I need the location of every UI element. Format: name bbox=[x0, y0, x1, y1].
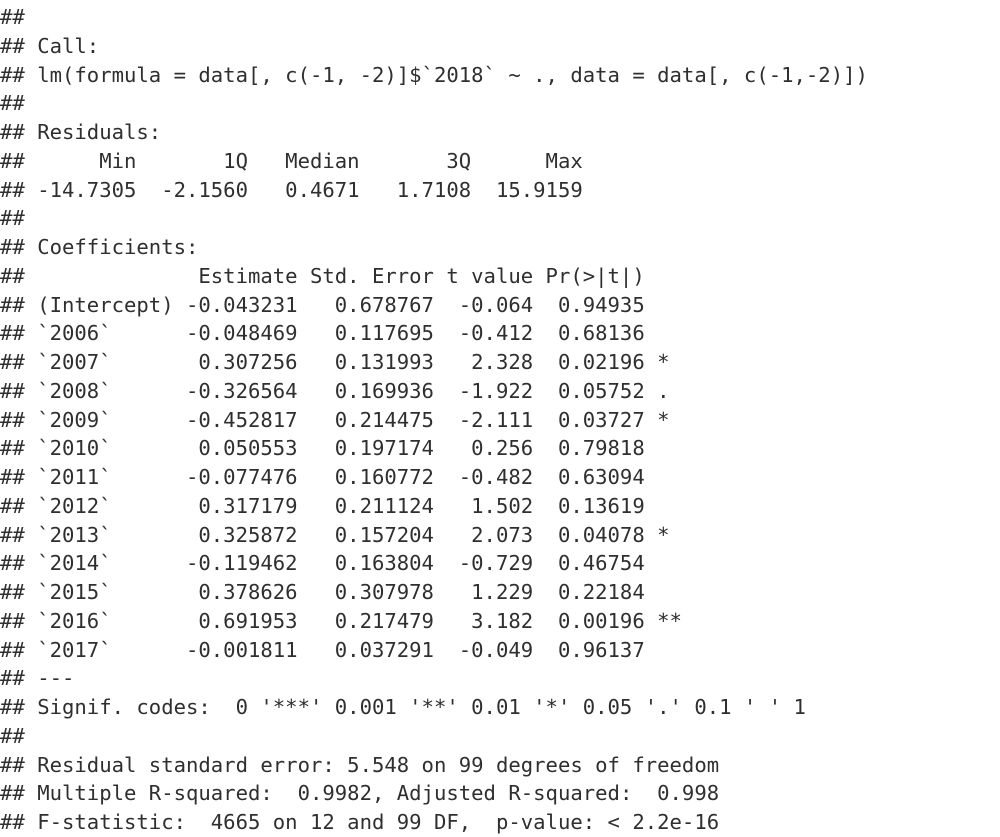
output-line: ## `2011` -0.077476 0.160772 -0.482 0.63… bbox=[0, 463, 1000, 492]
comment-prefix: ## bbox=[0, 580, 38, 604]
comment-prefix: ## bbox=[0, 436, 38, 461]
output-line: ## `2015` 0.378626 0.307978 1.229 0.2218… bbox=[0, 578, 1000, 607]
coefficient-row: `2010` 0.050553 0.197174 0.256 0.79818 bbox=[37, 436, 682, 461]
coefficients-header: Estimate Std. Error t value Pr(>|t|) bbox=[37, 263, 682, 288]
output-line: ## (Intercept) -0.043231 0.678767 -0.064… bbox=[0, 291, 1000, 320]
output-line: ## `2014` -0.119462 0.163804 -0.729 0.46… bbox=[0, 549, 1000, 578]
comment-prefix: ## bbox=[0, 148, 38, 173]
output-line: ## `2013` 0.325872 0.157204 2.073 0.0407… bbox=[0, 521, 1000, 550]
comment-prefix: ## bbox=[0, 120, 38, 144]
comment-prefix: ## bbox=[0, 522, 38, 547]
residuals-header: Min 1Q Median 3Q Max bbox=[37, 148, 596, 173]
coefficient-row: `2012` 0.317179 0.211124 1.502 0.13619 bbox=[37, 493, 682, 518]
comment-prefix: ## bbox=[0, 91, 38, 116]
residual-standard-error: Residual standard error: 5.548 on 99 deg… bbox=[37, 752, 720, 777]
comment-prefix: ## bbox=[0, 752, 38, 777]
coefficient-row: `2006` -0.048469 0.117695 -0.412 0.68136 bbox=[37, 321, 682, 346]
signif-codes: Signif. codes: 0 '***' 0.001 '**' 0.01 '… bbox=[37, 695, 806, 719]
comment-prefix: ## bbox=[0, 810, 38, 834]
section-heading-coefficients: Coefficients: bbox=[37, 235, 199, 259]
output-line: ## `2010` 0.050553 0.197174 0.256 0.7981… bbox=[0, 434, 1000, 463]
output-line: ## Residual standard error: 5.548 on 99 … bbox=[0, 751, 1000, 780]
output-line: ## `2009` -0.452817 0.214475 -2.111 0.03… bbox=[0, 406, 1000, 435]
f-statistic: F-statistic: 4665 on 12 and 99 DF, p-val… bbox=[37, 810, 720, 834]
section-heading-call: Call: bbox=[37, 33, 100, 58]
output-line: ## bbox=[0, 3, 1000, 32]
coefficient-row: `2007` 0.307256 0.131993 2.328 0.02196 * bbox=[37, 350, 682, 374]
coefficient-row: (Intercept) -0.043231 0.678767 -0.064 0.… bbox=[37, 292, 682, 317]
output-line: ## Estimate Std. Error t value Pr(>|t|) bbox=[0, 262, 1000, 291]
section-heading-residuals: Residuals: bbox=[37, 120, 162, 144]
comment-prefix: ## bbox=[0, 206, 38, 231]
comment-prefix: ## bbox=[0, 350, 38, 374]
output-line: ## `2016` 0.691953 0.217479 3.182 0.0019… bbox=[0, 607, 1000, 636]
coefficient-row: `2015` 0.378626 0.307978 1.229 0.22184 bbox=[37, 580, 682, 604]
comment-prefix: ## bbox=[0, 292, 38, 317]
coefficient-row: `2016` 0.691953 0.217479 3.182 0.00196 *… bbox=[37, 608, 682, 633]
coefficient-row: `2017` -0.001811 0.037291 -0.049 0.96137 bbox=[37, 637, 682, 662]
comment-prefix: ## bbox=[0, 608, 38, 633]
output-line: ## Multiple R-squared: 0.9982, Adjusted … bbox=[0, 779, 1000, 808]
separator: --- bbox=[37, 666, 75, 691]
output-line: ## `2007` 0.307256 0.131993 2.328 0.0219… bbox=[0, 348, 1000, 377]
coefficient-row: `2014` -0.119462 0.163804 -0.729 0.46754 bbox=[37, 551, 682, 576]
comment-prefix: ## bbox=[0, 407, 38, 432]
comment-prefix: ## bbox=[0, 321, 38, 346]
comment-prefix: ## bbox=[0, 378, 38, 403]
coefficient-row: `2013` 0.325872 0.157204 2.073 0.04078 * bbox=[37, 522, 682, 547]
output-line: ## `2017` -0.001811 0.037291 -0.049 0.96… bbox=[0, 636, 1000, 665]
r-squared: Multiple R-squared: 0.9982, Adjusted R-s… bbox=[37, 781, 732, 806]
comment-prefix: ## bbox=[0, 695, 38, 719]
output-line: ## Coefficients: bbox=[0, 233, 1000, 262]
output-line: ## `2006` -0.048469 0.117695 -0.412 0.68… bbox=[0, 319, 1000, 348]
comment-prefix: ## bbox=[0, 235, 38, 259]
comment-prefix: ## bbox=[0, 551, 38, 576]
output-line: ## -14.7305 -2.1560 0.4671 1.7108 15.915… bbox=[0, 176, 1000, 205]
output-line: ## F-statistic: 4665 on 12 and 99 DF, p-… bbox=[0, 808, 1000, 837]
comment-prefix: ## bbox=[0, 493, 38, 518]
comment-prefix: ## bbox=[0, 33, 38, 58]
output-line: ## Residuals: bbox=[0, 118, 1000, 147]
residuals-values: -14.7305 -2.1560 0.4671 1.7108 15.9159 bbox=[37, 177, 596, 202]
output-line: ## Signif. codes: 0 '***' 0.001 '**' 0.0… bbox=[0, 693, 1000, 722]
output-line: ## bbox=[0, 89, 1000, 118]
output-line: ## bbox=[0, 204, 1000, 233]
coefficient-row: `2008` -0.326564 0.169936 -1.922 0.05752… bbox=[37, 378, 682, 403]
comment-prefix: ## bbox=[0, 177, 38, 202]
output-line: ## `2012` 0.317179 0.211124 1.502 0.1361… bbox=[0, 492, 1000, 521]
comment-prefix: ## bbox=[0, 781, 38, 806]
comment-prefix: ## bbox=[0, 263, 38, 288]
comment-prefix: ## bbox=[0, 465, 38, 489]
comment-prefix: ## bbox=[0, 723, 38, 748]
comment-prefix: ## bbox=[0, 5, 38, 29]
output-line: ## bbox=[0, 722, 1000, 751]
coefficient-row: `2011` -0.077476 0.160772 -0.482 0.63094 bbox=[37, 465, 682, 489]
output-line: ## Min 1Q Median 3Q Max bbox=[0, 147, 1000, 176]
comment-prefix: ## bbox=[0, 637, 38, 662]
comment-prefix: ## bbox=[0, 62, 38, 87]
coefficient-row: `2009` -0.452817 0.214475 -2.111 0.03727… bbox=[37, 407, 682, 432]
model-formula: lm(formula = data[, c(-1, -2)]$`2018` ~ … bbox=[37, 62, 868, 87]
output-line: ## `2008` -0.326564 0.169936 -1.922 0.05… bbox=[0, 377, 1000, 406]
output-line: ## --- bbox=[0, 664, 1000, 693]
output-line: ## lm(formula = data[, c(-1, -2)]$`2018`… bbox=[0, 61, 1000, 90]
output-line: ## Call: bbox=[0, 32, 1000, 61]
comment-prefix: ## bbox=[0, 666, 38, 691]
